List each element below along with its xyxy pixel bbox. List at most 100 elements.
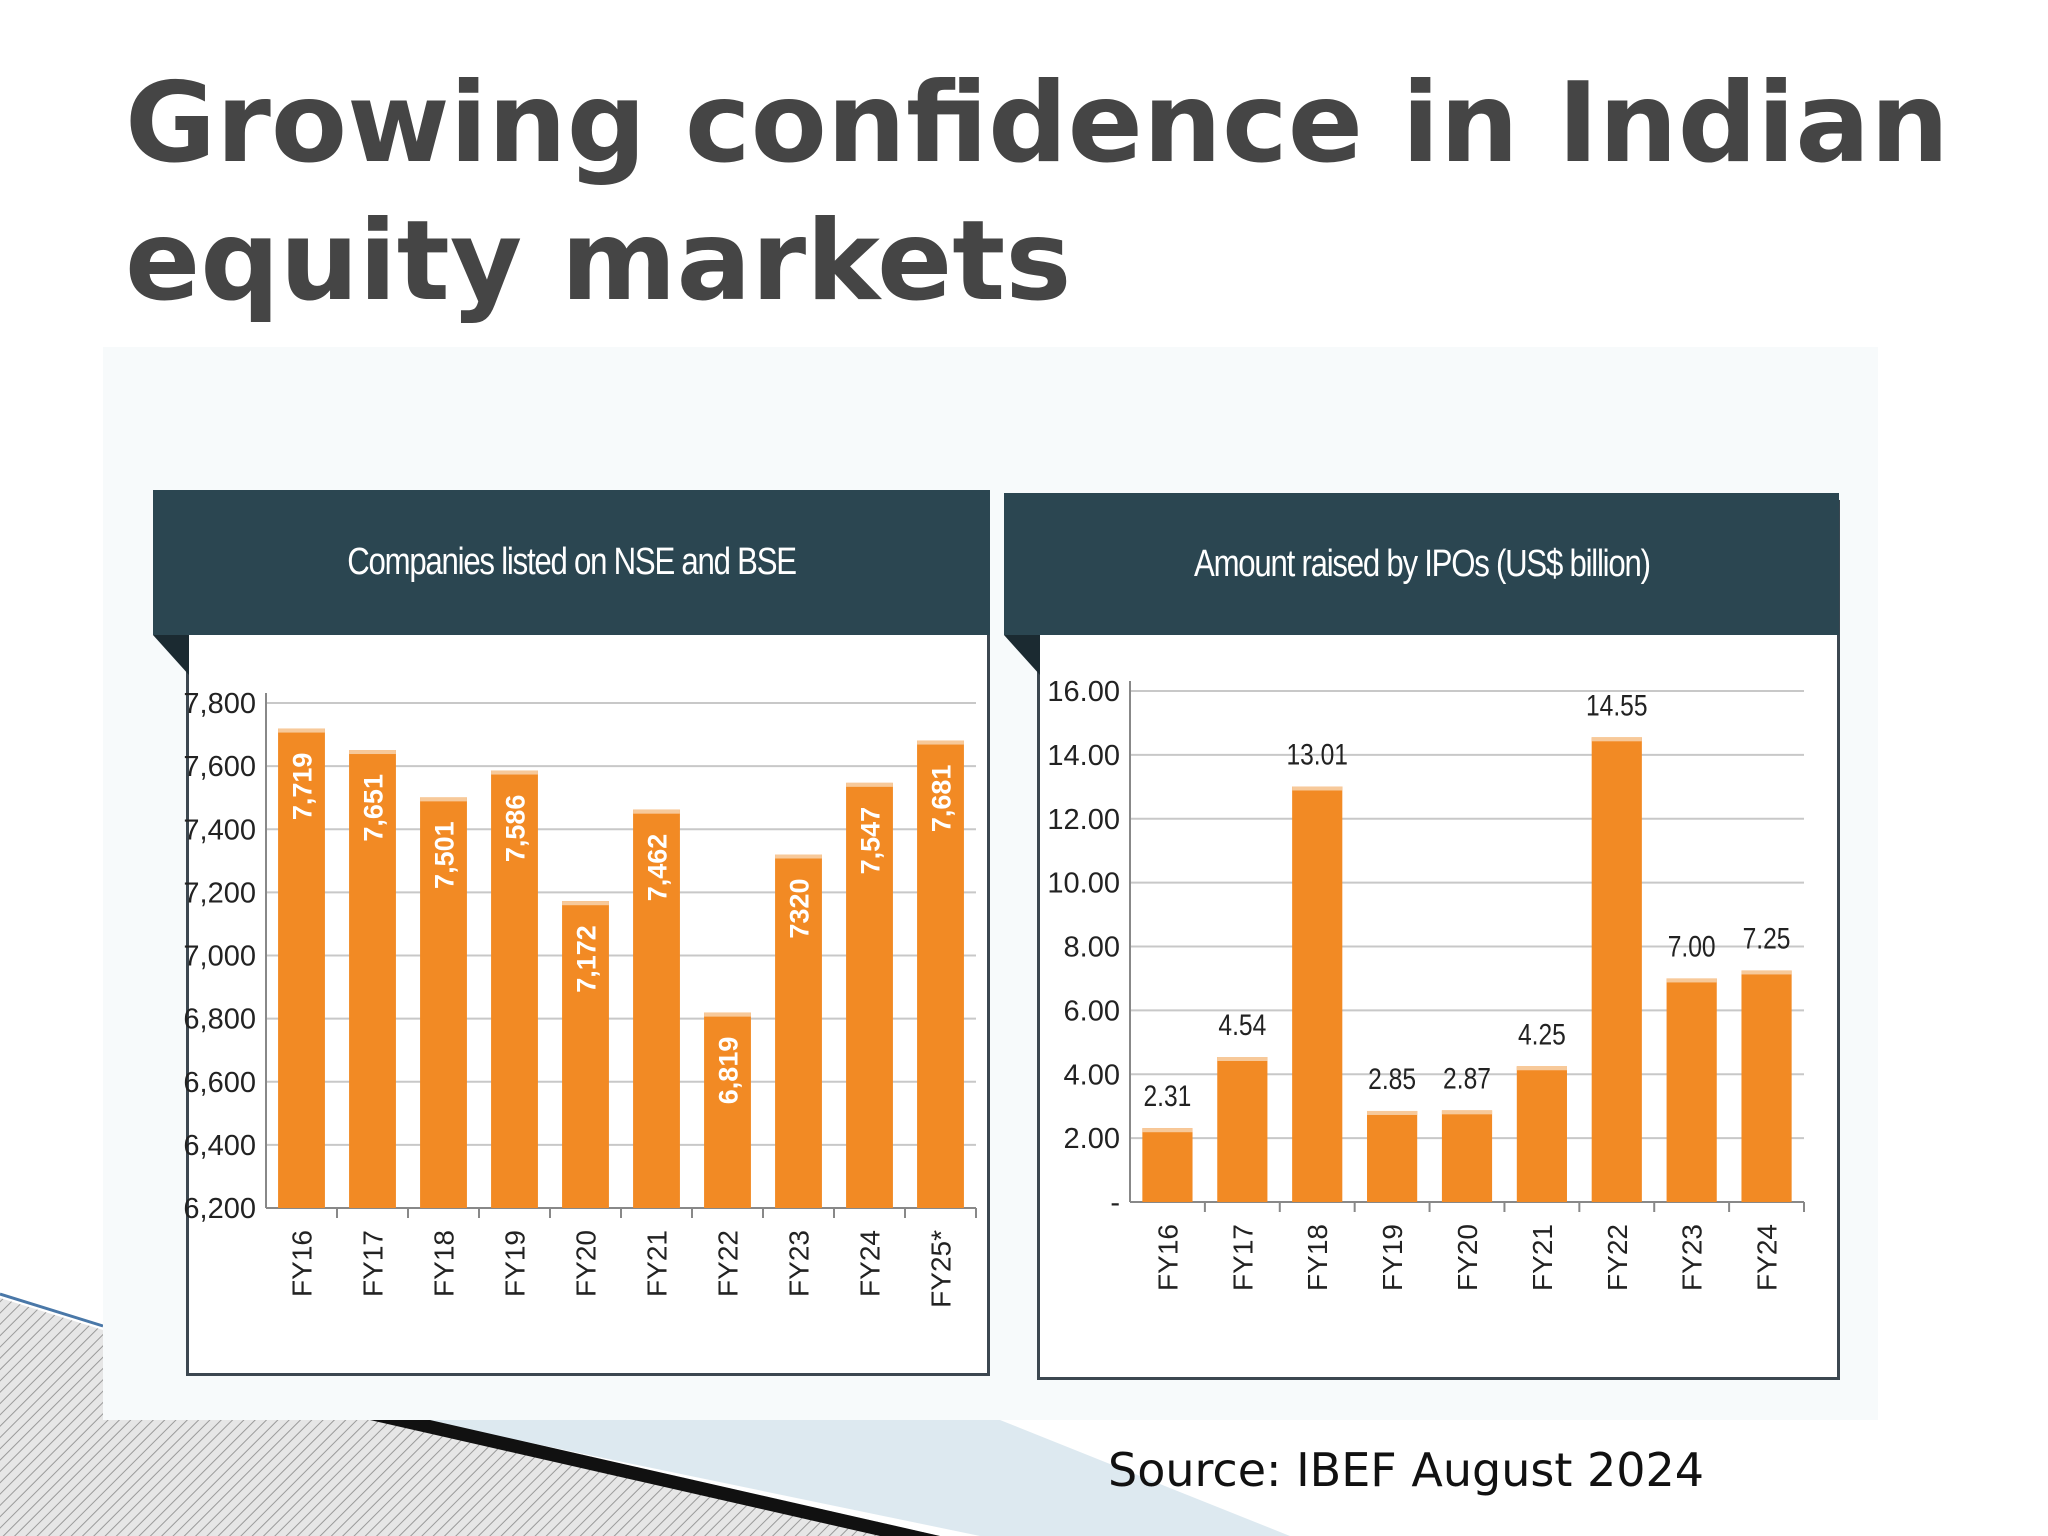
data-label: 2.87 (1443, 1061, 1491, 1095)
data-label: 4.54 (1218, 1008, 1266, 1042)
bar-cap (1591, 737, 1642, 742)
data-label: 2.85 (1368, 1062, 1416, 1096)
x-tick-label: FY22 (713, 1230, 744, 1297)
y-tick-label: 6,400 (183, 1130, 256, 1162)
y-tick-label: 10.00 (1047, 868, 1120, 900)
x-tick-label: FY24 (855, 1230, 886, 1297)
y-tick-label: 7,600 (183, 751, 256, 783)
bar-cap (846, 782, 893, 787)
x-tick-label: FY21 (642, 1230, 673, 1297)
bar (846, 782, 893, 1208)
x-tick-label: FY22 (1602, 1224, 1633, 1291)
x-tick-label: FY21 (1527, 1224, 1558, 1291)
slide-title: Growing confidence in Indian equity mark… (125, 59, 1950, 326)
data-label: 7,172 (572, 925, 602, 993)
x-tick-label: FY18 (1302, 1224, 1333, 1291)
bar (562, 901, 609, 1208)
bar (1666, 978, 1717, 1202)
ipo-amount-chart-header: Amount raised by IPOs (US$ billion) (1004, 493, 1839, 635)
bar-cap (1367, 1110, 1418, 1115)
data-label: 7,719 (288, 753, 318, 821)
y-tick-label: 16.00 (1047, 676, 1120, 708)
bar-cap (278, 728, 325, 733)
bar (1367, 1110, 1418, 1202)
bar-cap (1142, 1128, 1193, 1133)
bar-cap (491, 770, 538, 775)
bar (1292, 786, 1343, 1202)
data-label: 7,501 (430, 821, 460, 889)
x-tick-label: FY23 (1677, 1224, 1708, 1291)
bar-cap (1741, 970, 1792, 975)
ipo-amount-chart-title: Amount raised by IPOs (US$ billion) (1193, 542, 1651, 585)
y-tick-label: 7,000 (183, 941, 256, 973)
bar-cap (1516, 1066, 1567, 1071)
data-label: 13.01 (1286, 737, 1348, 771)
bar-cap (562, 901, 609, 906)
bar (1217, 1057, 1268, 1202)
bar (491, 770, 538, 1208)
x-tick-label: FY17 (1227, 1224, 1258, 1291)
companies-listed-chart-title: Companies listed on NSE and BSE (347, 541, 797, 583)
bar-cap (775, 854, 822, 859)
y-tick-label: 12.00 (1047, 804, 1120, 836)
y-tick-label: 6,600 (183, 1067, 256, 1099)
bar (775, 854, 822, 1208)
x-tick-label: FY20 (571, 1230, 602, 1297)
x-tick-label: FY25* (926, 1230, 957, 1308)
data-label: 7320 (785, 879, 815, 939)
x-tick-label: FY19 (1377, 1224, 1408, 1291)
bar-cap (1292, 786, 1343, 791)
data-label: 7,651 (359, 774, 389, 842)
bar-cap (917, 740, 964, 745)
black-stripe (370, 1420, 940, 1536)
bar-cap (1217, 1057, 1268, 1062)
hatched-stripe (0, 1298, 103, 1536)
y-tick-label: 7,200 (183, 877, 256, 909)
y-tick-label: 6,200 (183, 1193, 256, 1225)
bar (278, 728, 325, 1208)
data-label: 6,819 (714, 1037, 744, 1105)
x-tick-label: FY20 (1452, 1224, 1483, 1291)
source-note: Source: IBEF August 2024 (1108, 1443, 1705, 1497)
x-tick-label: FY19 (500, 1230, 531, 1297)
bar (1516, 1066, 1567, 1202)
bar-cap (1666, 978, 1717, 983)
bar-cap (1441, 1110, 1493, 1115)
x-tick-label: FY16 (287, 1230, 318, 1297)
bar (633, 809, 680, 1208)
companies-listed-chart-header: Companies listed on NSE and BSE (153, 490, 990, 635)
y-tick-label: 14.00 (1047, 740, 1120, 772)
bar (1441, 1110, 1493, 1202)
x-tick-label: FY23 (784, 1230, 815, 1297)
y-tick-label: 7,800 (183, 688, 256, 720)
y-tick-label: 2.00 (1064, 1123, 1120, 1155)
bar (1741, 970, 1792, 1202)
y-tick-label: 8.00 (1064, 932, 1120, 964)
y-tick-label: 4.00 (1064, 1059, 1120, 1091)
x-tick-label: FY16 (1152, 1224, 1183, 1291)
bar-cap (633, 809, 680, 814)
data-label: 7,681 (927, 765, 957, 833)
header-fold-left (153, 635, 189, 675)
bar (704, 1012, 751, 1208)
y-tick-label: 7,400 (183, 814, 256, 846)
thin-blue-line (0, 1292, 104, 1328)
ipo-amount-chart-card (1037, 500, 1840, 1380)
hatched-stripe-lower (103, 1420, 940, 1536)
y-tick-label: 6.00 (1064, 995, 1120, 1027)
bar (1591, 737, 1642, 1202)
x-tick-label: FY17 (358, 1230, 389, 1297)
data-label: 7.00 (1668, 929, 1716, 963)
data-label: 7.25 (1743, 921, 1791, 955)
y-tick-label: - (1110, 1187, 1120, 1219)
bar-cap (420, 797, 467, 802)
data-label: 4.25 (1518, 1017, 1566, 1051)
y-tick-label: 6,800 (183, 1004, 256, 1036)
x-tick-label: FY24 (1752, 1224, 1783, 1291)
data-label: 7,586 (501, 795, 531, 863)
light-blue-stripe (420, 1420, 1290, 1536)
x-tick-label: FY18 (429, 1230, 460, 1297)
bar-cap (349, 750, 396, 755)
